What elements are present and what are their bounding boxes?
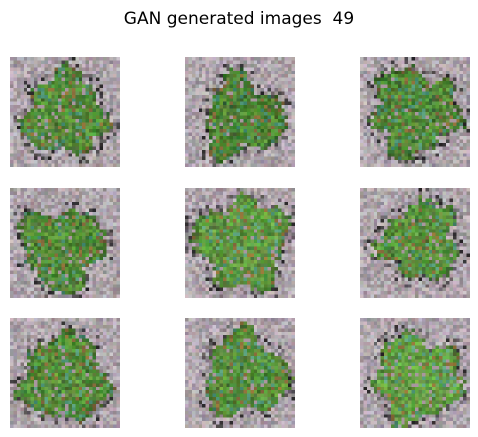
- generated-image: [10, 188, 120, 298]
- figure-title: GAN generated images 49: [123, 9, 355, 29]
- generated-image: [10, 57, 120, 167]
- generated-image: [185, 57, 295, 167]
- generated-image: [360, 318, 470, 428]
- generated-image: [10, 318, 120, 428]
- generated-image: [185, 188, 295, 298]
- generated-image: [360, 188, 470, 298]
- generated-image: [185, 318, 295, 428]
- generated-image: [360, 57, 470, 167]
